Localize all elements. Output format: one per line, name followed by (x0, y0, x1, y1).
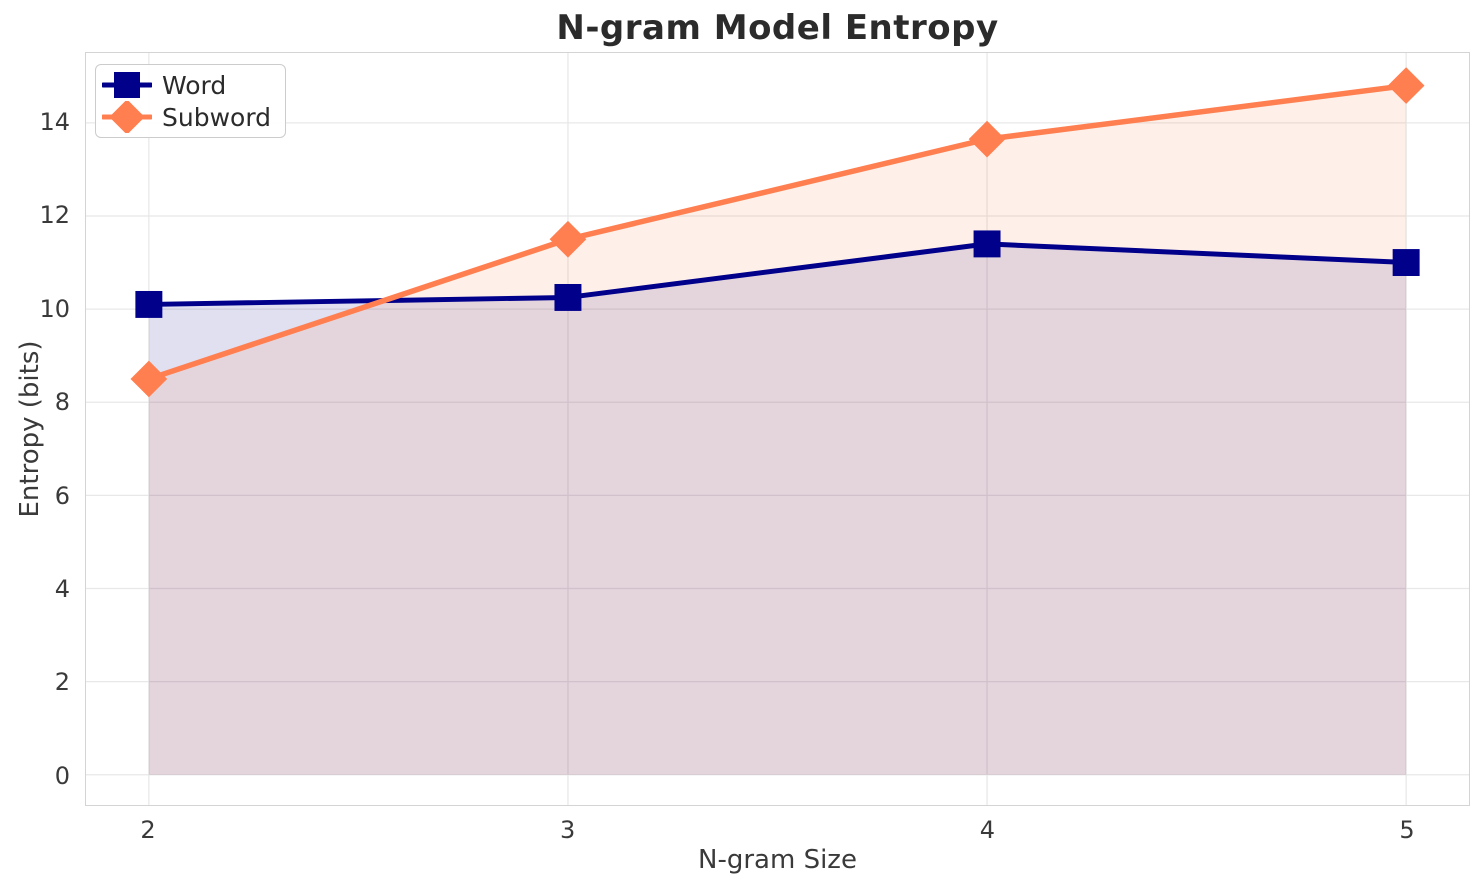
legend-item-subword: Subword (102, 101, 271, 133)
chart-svg (86, 53, 1469, 805)
x-tick-label: 3 (560, 816, 576, 844)
word-legend-marker-icon (102, 72, 152, 98)
legend-item-word: Word (102, 69, 271, 101)
word-series (135, 230, 1420, 318)
legend-label: Subword (162, 102, 272, 132)
y-axis-label: Entropy (bits) (15, 340, 45, 518)
y-tick-label: 14 (39, 108, 70, 137)
subword-marker (968, 120, 1006, 158)
y-tick-label: 10 (39, 294, 70, 323)
subword-line (146, 82, 1409, 382)
chart-title: N-gram Model Entropy (556, 8, 999, 48)
y-gridlines (86, 122, 1469, 776)
subword-area-fill (148, 85, 1407, 775)
y-tick-label: 4 (54, 574, 70, 603)
y-tick-label: 0 (54, 761, 70, 790)
subword-marker (1387, 67, 1425, 104)
word-marker (973, 230, 1001, 258)
legend: Word Subword (95, 64, 287, 138)
word-marker (554, 283, 582, 311)
subword-legend-marker-icon (102, 101, 152, 133)
x-gridlines (148, 53, 1407, 805)
x-tick-label: 2 (140, 816, 156, 844)
legend-label: Word (162, 70, 227, 100)
y-tick-label: 12 (39, 201, 70, 230)
word-marker (1392, 249, 1420, 276)
x-axis-label: N-gram Size (698, 845, 857, 875)
word-line (146, 241, 1409, 307)
y-tick-label: 2 (54, 668, 70, 697)
word-marker (135, 290, 163, 318)
x-tick-label: 4 (979, 816, 995, 844)
word-area-fill (148, 243, 1407, 775)
plot-area (85, 52, 1470, 806)
y-tick-label: 6 (54, 481, 70, 510)
x-tick-label: 5 (1399, 816, 1415, 844)
y-tick-label: 8 (54, 388, 70, 417)
